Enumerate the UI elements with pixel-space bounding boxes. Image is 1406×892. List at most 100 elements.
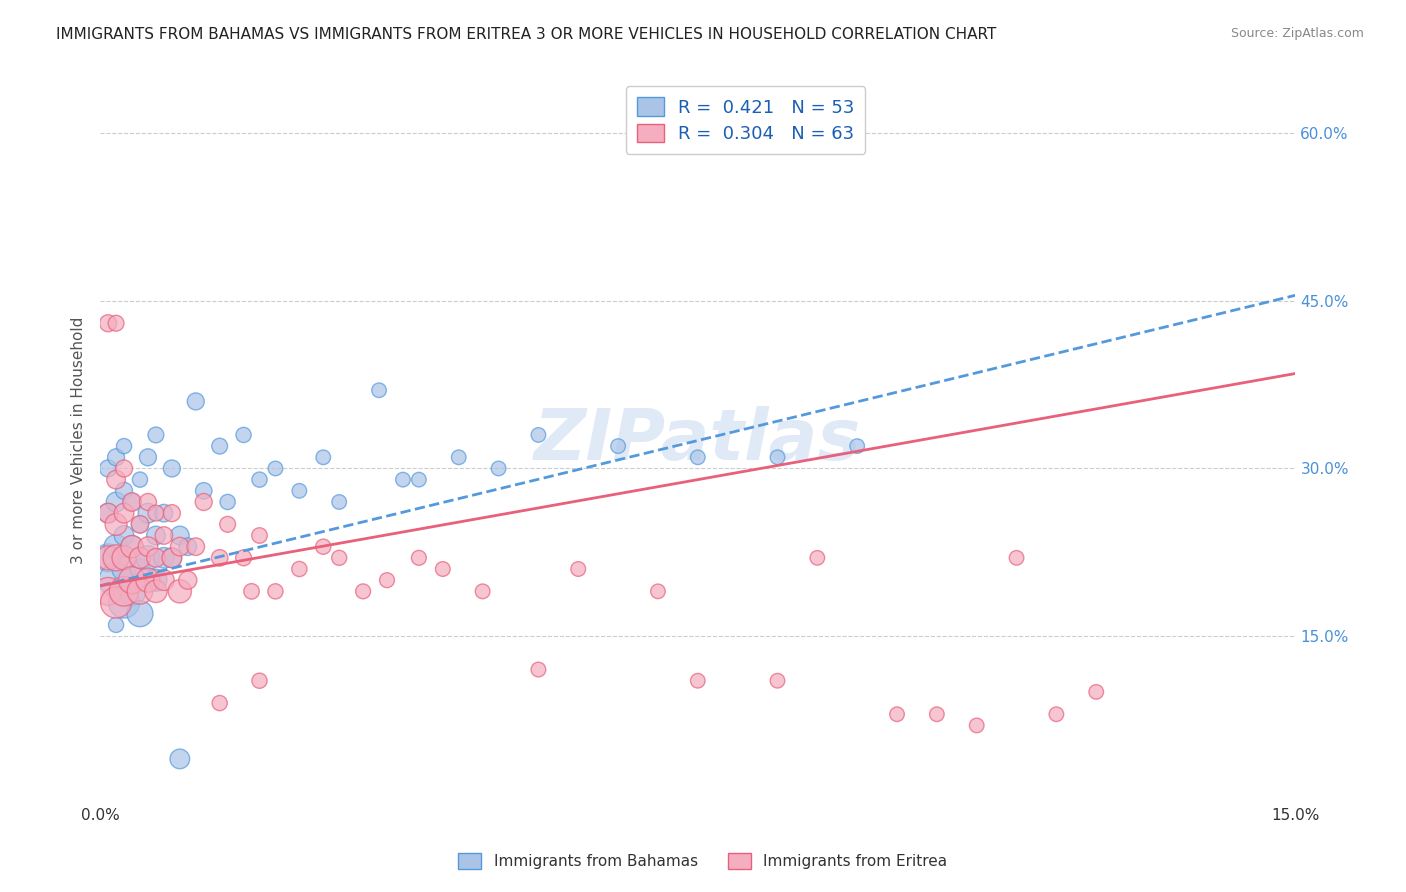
Point bbox=[129, 517, 152, 532]
Point bbox=[112, 483, 135, 498]
Point bbox=[145, 528, 167, 542]
Point bbox=[375, 573, 398, 587]
Point bbox=[846, 103, 869, 118]
Point bbox=[145, 573, 167, 587]
Point bbox=[368, 384, 391, 398]
Point bbox=[105, 573, 128, 587]
Point bbox=[97, 550, 120, 565]
Point bbox=[129, 607, 152, 621]
Point bbox=[97, 316, 120, 330]
Point bbox=[352, 584, 374, 599]
Point bbox=[264, 584, 287, 599]
Point bbox=[112, 562, 135, 576]
Point bbox=[136, 450, 159, 465]
Point bbox=[232, 428, 254, 442]
Point bbox=[312, 540, 335, 554]
Point bbox=[105, 316, 128, 330]
Point bbox=[232, 550, 254, 565]
Point bbox=[160, 550, 183, 565]
Text: Source: ZipAtlas.com: Source: ZipAtlas.com bbox=[1230, 27, 1364, 40]
Point bbox=[97, 506, 120, 520]
Point bbox=[112, 528, 135, 542]
Point bbox=[208, 696, 231, 710]
Point bbox=[527, 663, 550, 677]
Point bbox=[112, 439, 135, 453]
Point bbox=[408, 473, 430, 487]
Text: ZIPatlas: ZIPatlas bbox=[534, 406, 862, 475]
Point bbox=[1005, 550, 1028, 565]
Point bbox=[112, 550, 135, 565]
Point bbox=[153, 506, 176, 520]
Point bbox=[925, 707, 948, 722]
Point bbox=[129, 473, 152, 487]
Point bbox=[184, 540, 207, 554]
Point bbox=[288, 562, 311, 576]
Point bbox=[97, 506, 120, 520]
Point bbox=[160, 461, 183, 475]
Point bbox=[766, 450, 789, 465]
Point bbox=[105, 618, 128, 632]
Point bbox=[686, 450, 709, 465]
Point bbox=[112, 506, 135, 520]
Point bbox=[169, 752, 191, 766]
Point bbox=[136, 495, 159, 509]
Point bbox=[121, 573, 143, 587]
Point bbox=[806, 550, 828, 565]
Point bbox=[129, 550, 152, 565]
Point bbox=[328, 495, 350, 509]
Point bbox=[607, 439, 630, 453]
Point bbox=[177, 573, 200, 587]
Point bbox=[846, 439, 869, 453]
Legend: Immigrants from Bahamas, Immigrants from Eritrea: Immigrants from Bahamas, Immigrants from… bbox=[453, 847, 953, 875]
Point bbox=[97, 584, 120, 599]
Point bbox=[160, 550, 183, 565]
Point bbox=[153, 550, 176, 565]
Point bbox=[169, 540, 191, 554]
Point bbox=[121, 495, 143, 509]
Point bbox=[121, 540, 143, 554]
Point bbox=[145, 506, 167, 520]
Point bbox=[129, 584, 152, 599]
Point bbox=[105, 473, 128, 487]
Point bbox=[217, 517, 239, 532]
Point bbox=[153, 573, 176, 587]
Point bbox=[686, 673, 709, 688]
Point bbox=[97, 461, 120, 475]
Point bbox=[647, 584, 669, 599]
Point bbox=[121, 540, 143, 554]
Point bbox=[112, 595, 135, 609]
Point bbox=[447, 450, 470, 465]
Point bbox=[169, 528, 191, 542]
Point bbox=[567, 562, 589, 576]
Point bbox=[136, 540, 159, 554]
Point bbox=[432, 562, 454, 576]
Point bbox=[184, 394, 207, 409]
Point bbox=[249, 673, 271, 688]
Point bbox=[488, 461, 510, 475]
Legend: R =  0.421   N = 53, R =  0.304   N = 63: R = 0.421 N = 53, R = 0.304 N = 63 bbox=[626, 87, 865, 154]
Point bbox=[264, 461, 287, 475]
Point bbox=[105, 595, 128, 609]
Point bbox=[129, 562, 152, 576]
Point bbox=[766, 673, 789, 688]
Point bbox=[471, 584, 494, 599]
Point bbox=[208, 439, 231, 453]
Point bbox=[112, 461, 135, 475]
Point bbox=[129, 517, 152, 532]
Y-axis label: 3 or more Vehicles in Household: 3 or more Vehicles in Household bbox=[72, 317, 86, 565]
Point bbox=[328, 550, 350, 565]
Point bbox=[105, 450, 128, 465]
Point bbox=[1085, 685, 1108, 699]
Point bbox=[392, 473, 415, 487]
Point bbox=[136, 550, 159, 565]
Point bbox=[177, 540, 200, 554]
Point bbox=[312, 450, 335, 465]
Point bbox=[160, 506, 183, 520]
Point bbox=[153, 528, 176, 542]
Point bbox=[121, 584, 143, 599]
Point bbox=[169, 584, 191, 599]
Point bbox=[145, 428, 167, 442]
Point bbox=[105, 495, 128, 509]
Point bbox=[527, 428, 550, 442]
Point bbox=[105, 517, 128, 532]
